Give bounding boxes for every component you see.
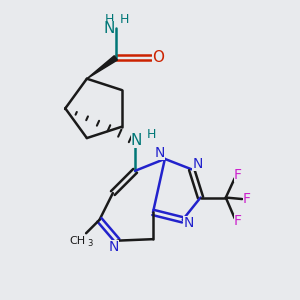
Text: N: N — [131, 133, 142, 148]
Text: H: H — [105, 13, 114, 26]
Text: H: H — [147, 128, 156, 141]
Text: N: N — [184, 216, 194, 230]
Text: N: N — [154, 146, 165, 160]
Text: F: F — [243, 192, 250, 206]
Text: N: N — [192, 157, 203, 171]
Text: N: N — [109, 240, 119, 254]
Text: O: O — [152, 50, 164, 65]
Text: 3: 3 — [87, 239, 92, 248]
Text: F: F — [234, 214, 242, 228]
Text: H: H — [119, 13, 129, 26]
Text: CH: CH — [70, 236, 86, 246]
Text: N: N — [103, 21, 115, 36]
Text: F: F — [234, 168, 242, 182]
Polygon shape — [87, 56, 117, 79]
